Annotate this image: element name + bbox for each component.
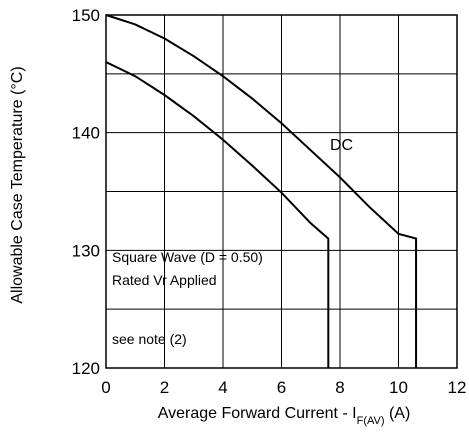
x-axis-title-unit: (A)	[385, 405, 411, 422]
annotation-see-note: see note (2)	[112, 331, 187, 347]
series-line-1	[105, 61, 330, 368]
y-tick-label-1: 130	[72, 241, 100, 260]
y-tick-label-3: 150	[72, 6, 100, 25]
y-tick-label-0: 120	[72, 359, 100, 378]
curves	[105, 14, 418, 368]
series-line-0	[105, 14, 418, 368]
x-axis-title-main: Average Forward Current - I	[158, 405, 357, 422]
annotation-rated-vr: Rated Vr Applied	[112, 272, 217, 288]
x-tick-label-0: 0	[101, 378, 110, 397]
x-tick-label-1: 2	[160, 378, 169, 397]
x-tick-label-4: 8	[335, 378, 344, 397]
x-axis-title-subscript: F(AV)	[357, 415, 385, 427]
x-axis-title: Average Forward Current - IF(AV) (A)	[158, 405, 411, 427]
plot-frame	[105, 14, 458, 369]
x-tick-labels: 0 2 4 6 8 10 12	[101, 378, 466, 397]
x-tick-label-6: 12	[448, 378, 467, 397]
y-axis-title: Allowable Case Temperature (°C)	[9, 66, 26, 303]
y-tick-label-2: 140	[72, 124, 100, 143]
series-label-dc: DC	[330, 137, 353, 154]
x-tick-label-5: 10	[389, 378, 408, 397]
y-tick-labels: 120 130 140 150	[72, 6, 100, 378]
x-tick-label-2: 4	[218, 378, 227, 397]
x-tick-label-3: 6	[277, 378, 286, 397]
annotation-square-wave: Square Wave (D = 0.50)	[112, 249, 263, 265]
